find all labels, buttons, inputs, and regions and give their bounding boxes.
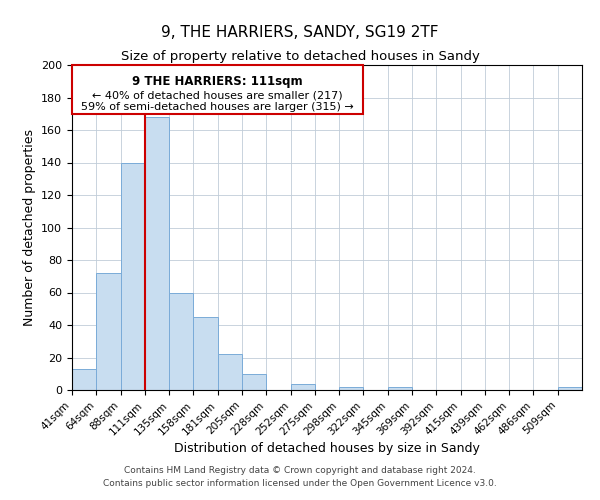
Bar (169, 292, 193, 390)
Bar (290, 384, 315, 390)
Text: Size of property relative to detached houses in Sandy: Size of property relative to detached ho… (121, 50, 479, 63)
Bar (145, 117, 169, 390)
Bar (218, 354, 242, 390)
Bar (72, 369, 96, 390)
Text: ← 40% of detached houses are smaller (217): ← 40% of detached houses are smaller (21… (92, 91, 343, 101)
Text: 59% of semi-detached houses are larger (315) →: 59% of semi-detached houses are larger (… (82, 102, 354, 113)
Bar (96, 273, 121, 390)
X-axis label: Distribution of detached houses by size in Sandy: Distribution of detached houses by size … (174, 442, 480, 455)
Text: 9 THE HARRIERS: 111sqm: 9 THE HARRIERS: 111sqm (133, 74, 303, 88)
Text: Contains HM Land Registry data © Crown copyright and database right 2024.
Contai: Contains HM Land Registry data © Crown c… (103, 466, 497, 487)
Bar (388, 387, 412, 390)
Bar (339, 387, 364, 390)
Bar (72, 65, 364, 114)
Bar (193, 317, 218, 390)
Bar (242, 374, 266, 390)
Text: 9, THE HARRIERS, SANDY, SG19 2TF: 9, THE HARRIERS, SANDY, SG19 2TF (161, 25, 439, 40)
Bar (121, 162, 145, 390)
Y-axis label: Number of detached properties: Number of detached properties (23, 129, 35, 326)
Bar (558, 387, 582, 390)
